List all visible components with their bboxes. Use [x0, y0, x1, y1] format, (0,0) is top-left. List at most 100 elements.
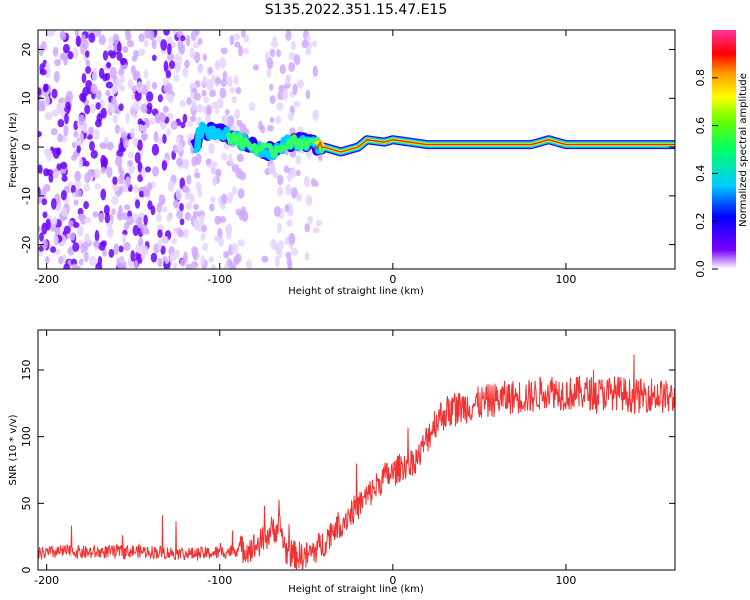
spectrogram-blob [205, 113, 211, 124]
spectrogram-blob [119, 262, 127, 269]
spectrogram-blob [173, 199, 179, 209]
spectrogram-blob [112, 114, 118, 124]
spectrogram-blob [205, 106, 212, 116]
spectrogram-blob [72, 47, 79, 59]
spectrogram-blob [39, 232, 44, 242]
spectrogram-blob [215, 168, 222, 177]
spectrogram-blob [95, 89, 102, 100]
spectrogram-blob [178, 43, 186, 55]
spectrogram-blob [167, 180, 175, 192]
spectrogram-blob [98, 212, 105, 223]
spectrogram-blob [116, 42, 122, 54]
spectrogram-blob [287, 173, 292, 182]
spectrogram-blob [95, 102, 101, 110]
colorbar-tick-label: 0.6 [694, 117, 707, 135]
spectrogram-blob [269, 48, 276, 58]
spectrogram-blob [122, 137, 129, 149]
spectrogram-blob [113, 243, 120, 256]
spectrogram-blob [261, 255, 269, 263]
spectrogram-blob [72, 242, 80, 252]
spectrogram-blob [191, 246, 199, 259]
spectrogram-blob [293, 54, 301, 66]
spectrogram-blob [142, 124, 148, 135]
spectrogram-blob [67, 220, 74, 228]
spectrogram-blob [183, 228, 189, 239]
spectrogram-blob [74, 189, 82, 198]
spectrogram-blob [184, 59, 190, 69]
spectrogram-blob [170, 120, 178, 130]
spectrogram-blob [166, 128, 171, 137]
spectrogram-blob [304, 223, 311, 233]
spectrogram-blob [284, 204, 290, 213]
spectrogram-blob [305, 89, 311, 100]
spectrogram-blob [305, 150, 312, 159]
spectrogram-blob [185, 201, 192, 211]
spectrogram-blob [51, 109, 59, 117]
spectrogram-blob [123, 241, 131, 251]
spectrogram-blob [144, 30, 152, 39]
spectrogram-blob [195, 181, 202, 191]
y-tick-label: 150 [20, 360, 33, 381]
spectrogram-blob [177, 54, 183, 66]
colorbar-tick-label: 0.4 [694, 165, 707, 183]
spectrogram-blob [89, 256, 97, 267]
spectrogram-blob [111, 208, 116, 215]
spectrogram-blob [269, 116, 275, 124]
spectrogram-blob [57, 133, 63, 143]
spectrogram-blob [46, 30, 54, 37]
spectrogram-blob [130, 127, 136, 140]
spectrogram-blob [146, 91, 154, 102]
spectrogram-blob [277, 174, 284, 186]
spectrogram-blob [94, 230, 100, 242]
spectrogram-blob [292, 83, 298, 96]
snr-frame [37, 329, 676, 571]
spectrogram-blob [61, 175, 68, 182]
spectrogram-blob [248, 102, 256, 111]
spectrogram-blob [156, 213, 163, 223]
spectrogram-blob [138, 33, 145, 43]
spectrogram-blob [237, 239, 246, 247]
spectrogram-blob [69, 232, 76, 241]
spectrogram-blob [153, 131, 159, 143]
spectrogram-blob [229, 34, 235, 46]
colorbar-ticks: 0.0 0.2 0.4 0.6 0.8 [694, 69, 718, 278]
spectrogram-blob [238, 211, 244, 221]
spectrogram-blob [186, 133, 194, 140]
spectrogram-blob [154, 113, 162, 121]
spectrogram-blob [157, 137, 163, 145]
spectrogram-blob [209, 203, 215, 212]
spectrogram-blob [183, 251, 188, 262]
snr-y-ticks: 0 50 100 150 [20, 360, 675, 574]
colorbar: 0.0 0.2 0.4 0.6 0.8 Normalized spectral ampl… [694, 30, 749, 278]
spectrogram-blob [137, 124, 144, 133]
spectrogram-blob [74, 170, 82, 182]
spectrogram-blob [163, 60, 169, 72]
spectrogram-blob [225, 223, 233, 235]
spectrogram-blob [85, 50, 90, 58]
spectrogram-blob [197, 38, 203, 45]
spectrogram-blob [81, 73, 87, 84]
spectrogram-blob [82, 121, 88, 134]
spectrogram-blob [73, 120, 79, 131]
spectrogram-blob [243, 47, 249, 55]
spectrogram-blob [43, 94, 50, 107]
spectrogram-blob [150, 252, 158, 263]
spectrogram-blob [160, 39, 168, 51]
spectrogram-blob [296, 79, 304, 89]
spectrogram-blob [112, 176, 118, 185]
spectrogram-blob [103, 204, 110, 216]
spectrogram-blob [102, 73, 108, 82]
spectrogram-blob [167, 53, 175, 62]
spectrogram-blob [70, 184, 77, 194]
spectrogram-blob [140, 132, 149, 140]
spectrogram-blob [260, 125, 266, 134]
spectrogram-blob [290, 187, 298, 199]
spectrogram-blob [190, 261, 199, 269]
spectrogram-blob [219, 87, 227, 99]
spectrogram-blob [220, 78, 227, 88]
spectrogram-blob [205, 158, 212, 165]
spectrogram-blob [53, 172, 59, 179]
spectrogram-blob [83, 201, 90, 210]
spectrogram-blob [295, 169, 301, 177]
y-tick-label: 0 [20, 144, 33, 151]
